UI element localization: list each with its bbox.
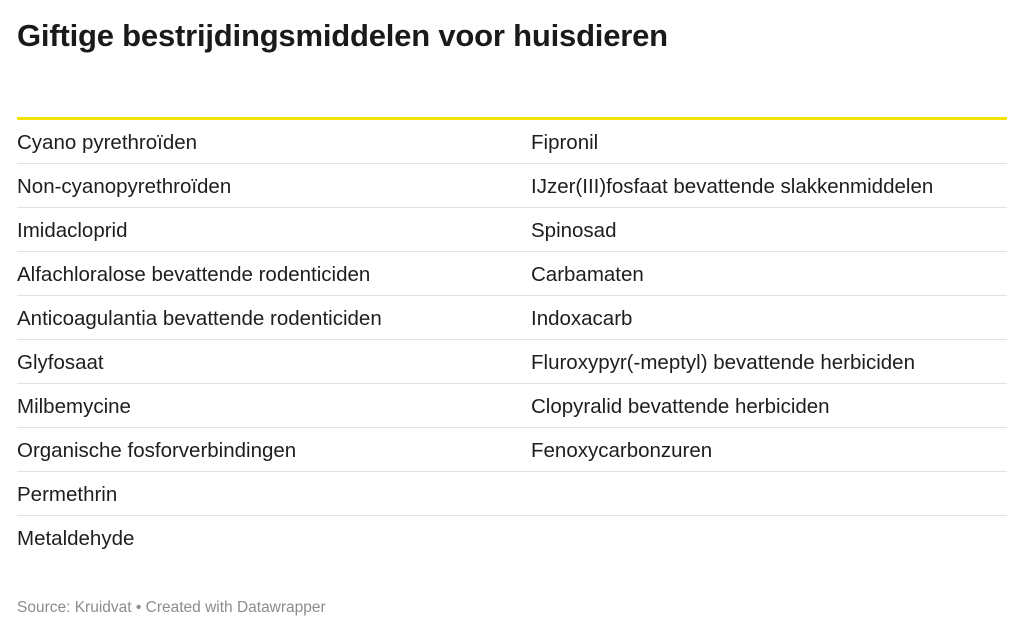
table-row: Anticoagulantia bevattende rodenticiden …: [17, 296, 1007, 340]
table-cell: Spinosad: [531, 218, 617, 242]
table-cell: Fipronil: [531, 130, 599, 154]
table-row: Imidacloprid Spinosad: [17, 208, 1007, 252]
table-row: Organische fosforverbindingen Fenoxycarb…: [17, 428, 1007, 472]
table-row: Permethrin: [17, 472, 1007, 516]
table-row: Glyfosaat Fluroxypyr(-meptyl) bevattende…: [17, 340, 1007, 384]
table-row: Alfachloralose bevattende rodenticiden C…: [17, 252, 1007, 296]
table-cell: Permethrin: [17, 482, 118, 506]
table-cell: Metaldehyde: [17, 527, 135, 550]
table-cell: [531, 537, 1007, 539]
table-cell: Fenoxycarbonzuren: [531, 438, 713, 462]
table-cell: Clopyralid bevattende herbiciden: [531, 394, 830, 418]
table-cell: Carbamaten: [531, 262, 644, 286]
table-row: Non-cyanopyrethroïden IJzer(III)fosfaat …: [17, 164, 1007, 208]
table-cell: Fluroxypyr(-meptyl) bevattende herbicide…: [531, 350, 915, 374]
source-credit: Source: Kruidvat • Created with Datawrap…: [17, 599, 326, 616]
table-cell: Imidacloprid: [17, 218, 128, 242]
table-cell: Non-cyanopyrethroïden: [17, 174, 232, 198]
table-cell: Anticoagulantia bevattende rodenticiden: [17, 306, 382, 330]
table-cell: Indoxacarb: [531, 306, 633, 330]
page-title: Giftige bestrijdingsmiddelen voor huisdi…: [17, 18, 668, 53]
table-cell: Organische fosforverbindingen: [17, 438, 297, 462]
table-cell: [531, 493, 1007, 495]
table-cell: Cyano pyrethroïden: [17, 130, 198, 154]
table-row: Cyano pyrethroïden Fipronil: [17, 120, 1007, 164]
table-cell: Glyfosaat: [17, 350, 104, 374]
data-table: Cyano pyrethroïden Fipronil Non-cyanopyr…: [17, 117, 1007, 560]
table-cell: Milbemycine: [17, 394, 131, 418]
table-cell: Alfachloralose bevattende rodenticiden: [17, 262, 371, 286]
table-row: Milbemycine Clopyralid bevattende herbic…: [17, 384, 1007, 428]
table-row: Metaldehyde: [17, 516, 1007, 560]
table-cell: IJzer(III)fosfaat bevattende slakkenmidd…: [531, 174, 934, 198]
